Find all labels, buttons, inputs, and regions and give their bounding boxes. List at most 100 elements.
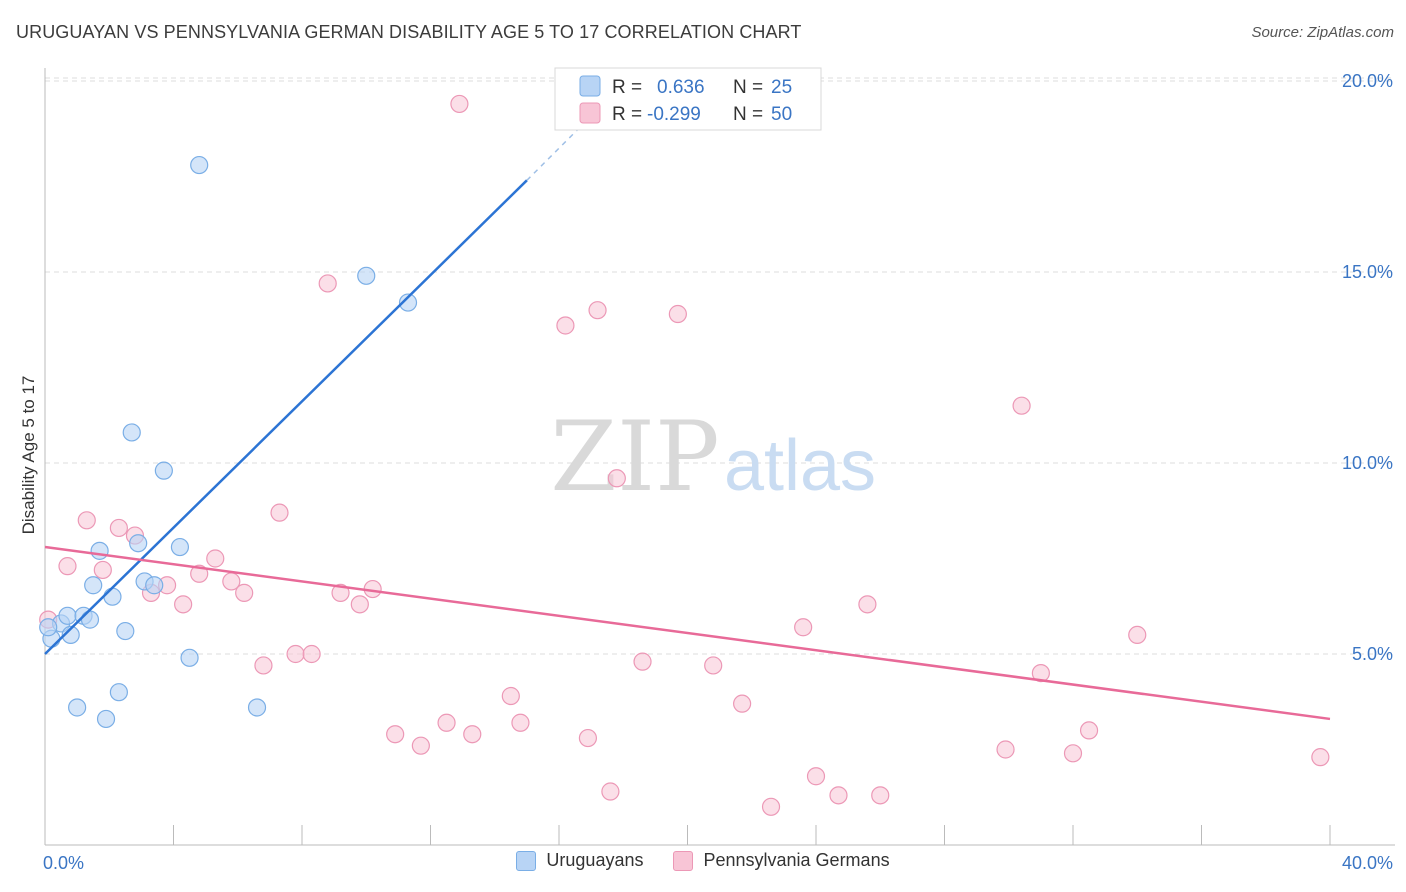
x-tick-label-max: 40.0% [1342,853,1393,873]
data-point-pennsylvania-german [437,713,456,732]
legend-swatch-pink [579,102,601,124]
data-point-uruguayan [103,587,122,606]
legend-r-value-pink: -0.299 [647,104,701,125]
data-point-uruguayan [84,576,103,595]
data-point-pennsylvania-german [1311,748,1330,767]
data-point-pennsylvania-german [93,560,112,580]
data-point-pennsylvania-german [463,725,482,744]
legend-label-uruguayans: Uruguayans [546,850,644,870]
data-point-pennsylvania-german [996,740,1015,759]
data-point-uruguayan [68,698,87,717]
y-tick-label: 5.0% [1352,644,1393,664]
data-point-pennsylvania-german [1128,625,1147,645]
data-point-uruguayan [180,648,199,667]
y-tick-label: 20.0% [1342,71,1393,91]
legend-n-value-blue: 25 [771,77,792,98]
series-legend: Uruguayans Pennsylvania Germans [0,850,1406,871]
data-point-uruguayan [61,625,80,645]
watermark: ZIP atlas [550,401,876,513]
legend-label-pennsylvania-germans: Pennsylvania Germans [703,850,890,870]
data-point-pennsylvania-german [450,94,469,114]
data-point-uruguayan [129,534,148,553]
data-point-pennsylvania-german [109,518,128,538]
legend-n-value-pink: 50 [771,104,792,125]
data-point-uruguayan [96,709,116,729]
data-point-pennsylvania-german [235,583,254,602]
y-axis-label: Disability Age 5 to 17 [19,376,38,535]
data-point-pennsylvania-german [270,503,289,522]
axes [44,68,1395,846]
data-point-uruguayan [80,610,100,629]
trend-line-pennsylvania-germans [44,545,1331,721]
data-point-uruguayan [58,606,77,625]
data-point-pennsylvania-german [501,686,520,706]
legend-n-label-pink: N = [733,104,763,125]
data-point-uruguayan [39,618,58,637]
legend-r-label-blue: R = [612,77,642,98]
data-point-pennsylvania-german [77,511,96,530]
data-point-pennsylvania-german [190,564,209,583]
data-point-uruguayan [190,155,209,175]
pennsylvania-german-points [39,94,1330,816]
data-point-pennsylvania-german [829,786,848,805]
data-point-pennsylvania-german [350,595,369,614]
legend-swatch-uruguayans [516,850,537,871]
data-point-pennsylvania-german [601,782,620,801]
legend-n-label-blue: N = [733,77,763,98]
data-point-pennsylvania-german [607,469,626,488]
legend-swatch-pennsylvania-germans [673,850,694,871]
data-point-uruguayan [145,576,164,595]
data-point-pennsylvania-german [331,583,350,602]
legend-item-pennsylvania-germans[interactable]: Pennsylvania Germans [673,850,890,871]
data-point-pennsylvania-german [318,274,337,293]
data-point-pennsylvania-german [578,728,598,748]
data-point-pennsylvania-german [668,304,687,324]
data-point-pennsylvania-german [794,618,813,637]
y-tick-label: 15.0% [1342,262,1393,282]
data-point-pennsylvania-german [1012,396,1031,415]
y-tick-label: 10.0% [1342,453,1393,473]
data-point-pennsylvania-german [58,557,77,576]
data-point-uruguayan [116,621,135,641]
data-point-pennsylvania-german [556,316,575,335]
data-point-pennsylvania-german [588,301,607,320]
data-point-pennsylvania-german [1063,744,1083,763]
source-label: Source: ZipAtlas.com [1251,24,1394,41]
data-point-pennsylvania-german [254,656,273,675]
legend-swatch-blue [579,75,601,97]
x-tick-label-min: 0.0% [43,853,84,873]
data-point-pennsylvania-german [302,644,321,664]
data-point-pennsylvania-german [411,736,430,755]
y-tick-labels: 5.0% 10.0% 15.0% 20.0% [1342,71,1393,664]
data-point-pennsylvania-german [174,595,193,614]
data-point-pennsylvania-german [1079,721,1099,740]
data-point-uruguayan [154,461,173,480]
data-point-pennsylvania-german [386,725,405,744]
watermark-atlas: atlas [724,426,876,506]
data-point-pennsylvania-german [704,656,723,675]
stats-legend: R = 0.636 N = 25 R = -0.299 N = 50 [554,67,822,131]
data-point-pennsylvania-german [1031,663,1050,683]
uruguayan-points [39,155,418,729]
grid-lines [45,77,1395,655]
legend-r-value-blue: 0.636 [657,77,705,98]
trend-line-uruguayans [44,179,528,655]
data-point-pennsylvania-german [286,644,305,664]
chart-title: URUGUAYAN VS PENNSYLVANIA GERMAN DISABIL… [16,22,802,42]
data-point-pennsylvania-german [733,694,752,713]
data-point-uruguayan [357,266,376,285]
data-point-uruguayan [122,423,141,442]
data-point-pennsylvania-german [806,767,826,786]
data-point-uruguayan [109,683,128,702]
data-point-pennsylvania-german [633,652,652,671]
legend-r-label-pink: R = [612,104,642,125]
data-point-pennsylvania-german [858,595,877,614]
data-point-pennsylvania-german [511,713,530,732]
x-tick-labels: 0.0% 40.0% [43,853,1393,873]
data-point-pennsylvania-german [206,549,225,568]
data-point-pennsylvania-german [761,797,781,816]
watermark-zip: ZIP [550,401,719,513]
legend-item-uruguayans[interactable]: Uruguayans [516,850,643,871]
data-point-uruguayan [398,293,418,312]
